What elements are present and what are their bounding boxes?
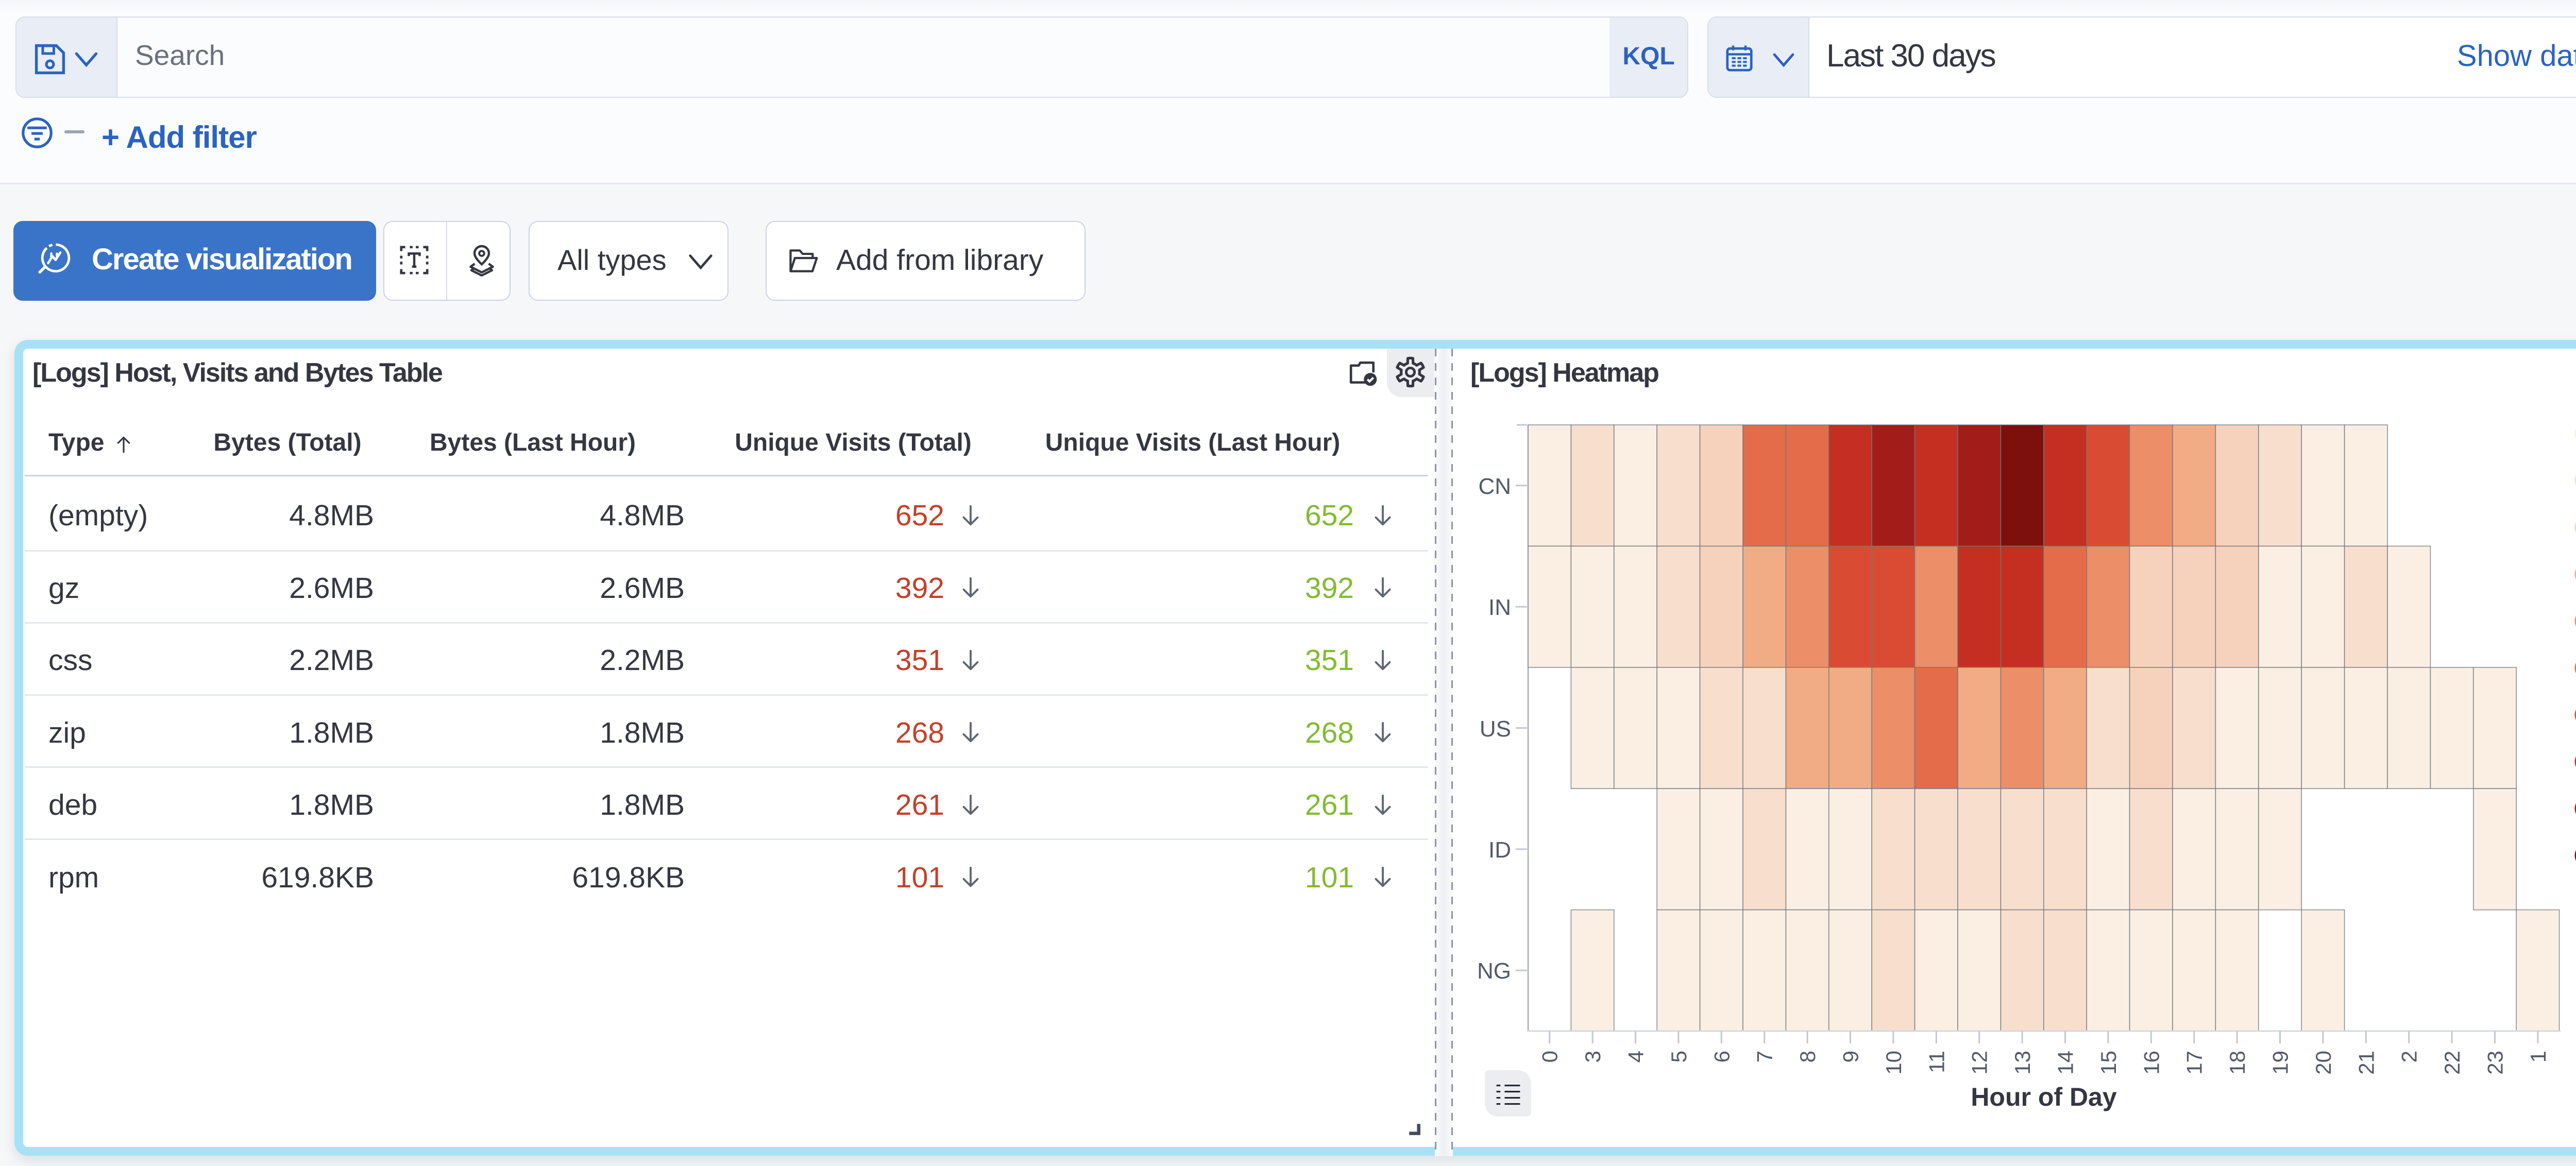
svg-text:CN: CN (1478, 474, 1511, 499)
svg-text:7: 7 (1753, 1051, 1777, 1062)
svg-text:16: 16 (2139, 1051, 2163, 1075)
svg-text:US: US (1480, 716, 1511, 742)
svg-text:12: 12 (1968, 1051, 1992, 1075)
svg-text:3: 3 (1581, 1051, 1605, 1062)
svg-text:14: 14 (2054, 1051, 2078, 1075)
svg-text:0: 0 (1538, 1051, 1562, 1062)
svg-text:19: 19 (2268, 1051, 2293, 1075)
svg-text:13: 13 (2010, 1051, 2035, 1075)
svg-text:NG: NG (1477, 958, 1511, 984)
svg-text:20: 20 (2311, 1051, 2335, 1075)
svg-text:Hour of Day: Hour of Day (1971, 1083, 2117, 1111)
svg-text:17: 17 (2182, 1051, 2207, 1075)
svg-text:IN: IN (1488, 595, 1511, 620)
svg-text:5: 5 (1667, 1051, 1691, 1062)
svg-text:10: 10 (1882, 1051, 1906, 1075)
svg-text:15: 15 (2096, 1051, 2121, 1075)
svg-text:23: 23 (2483, 1051, 2507, 1075)
svg-text:2: 2 (2397, 1051, 2421, 1062)
svg-text:ID: ID (1488, 837, 1511, 863)
svg-text:1: 1 (2526, 1051, 2550, 1062)
svg-text:6: 6 (1709, 1051, 1734, 1062)
svg-text:18: 18 (2225, 1051, 2249, 1075)
svg-text:4: 4 (1624, 1051, 1648, 1062)
svg-text:21: 21 (2354, 1051, 2378, 1075)
svg-text:22: 22 (2440, 1051, 2464, 1075)
svg-text:11: 11 (1924, 1051, 1948, 1073)
svg-text:9: 9 (1839, 1051, 1863, 1062)
svg-text:8: 8 (1795, 1051, 1820, 1062)
